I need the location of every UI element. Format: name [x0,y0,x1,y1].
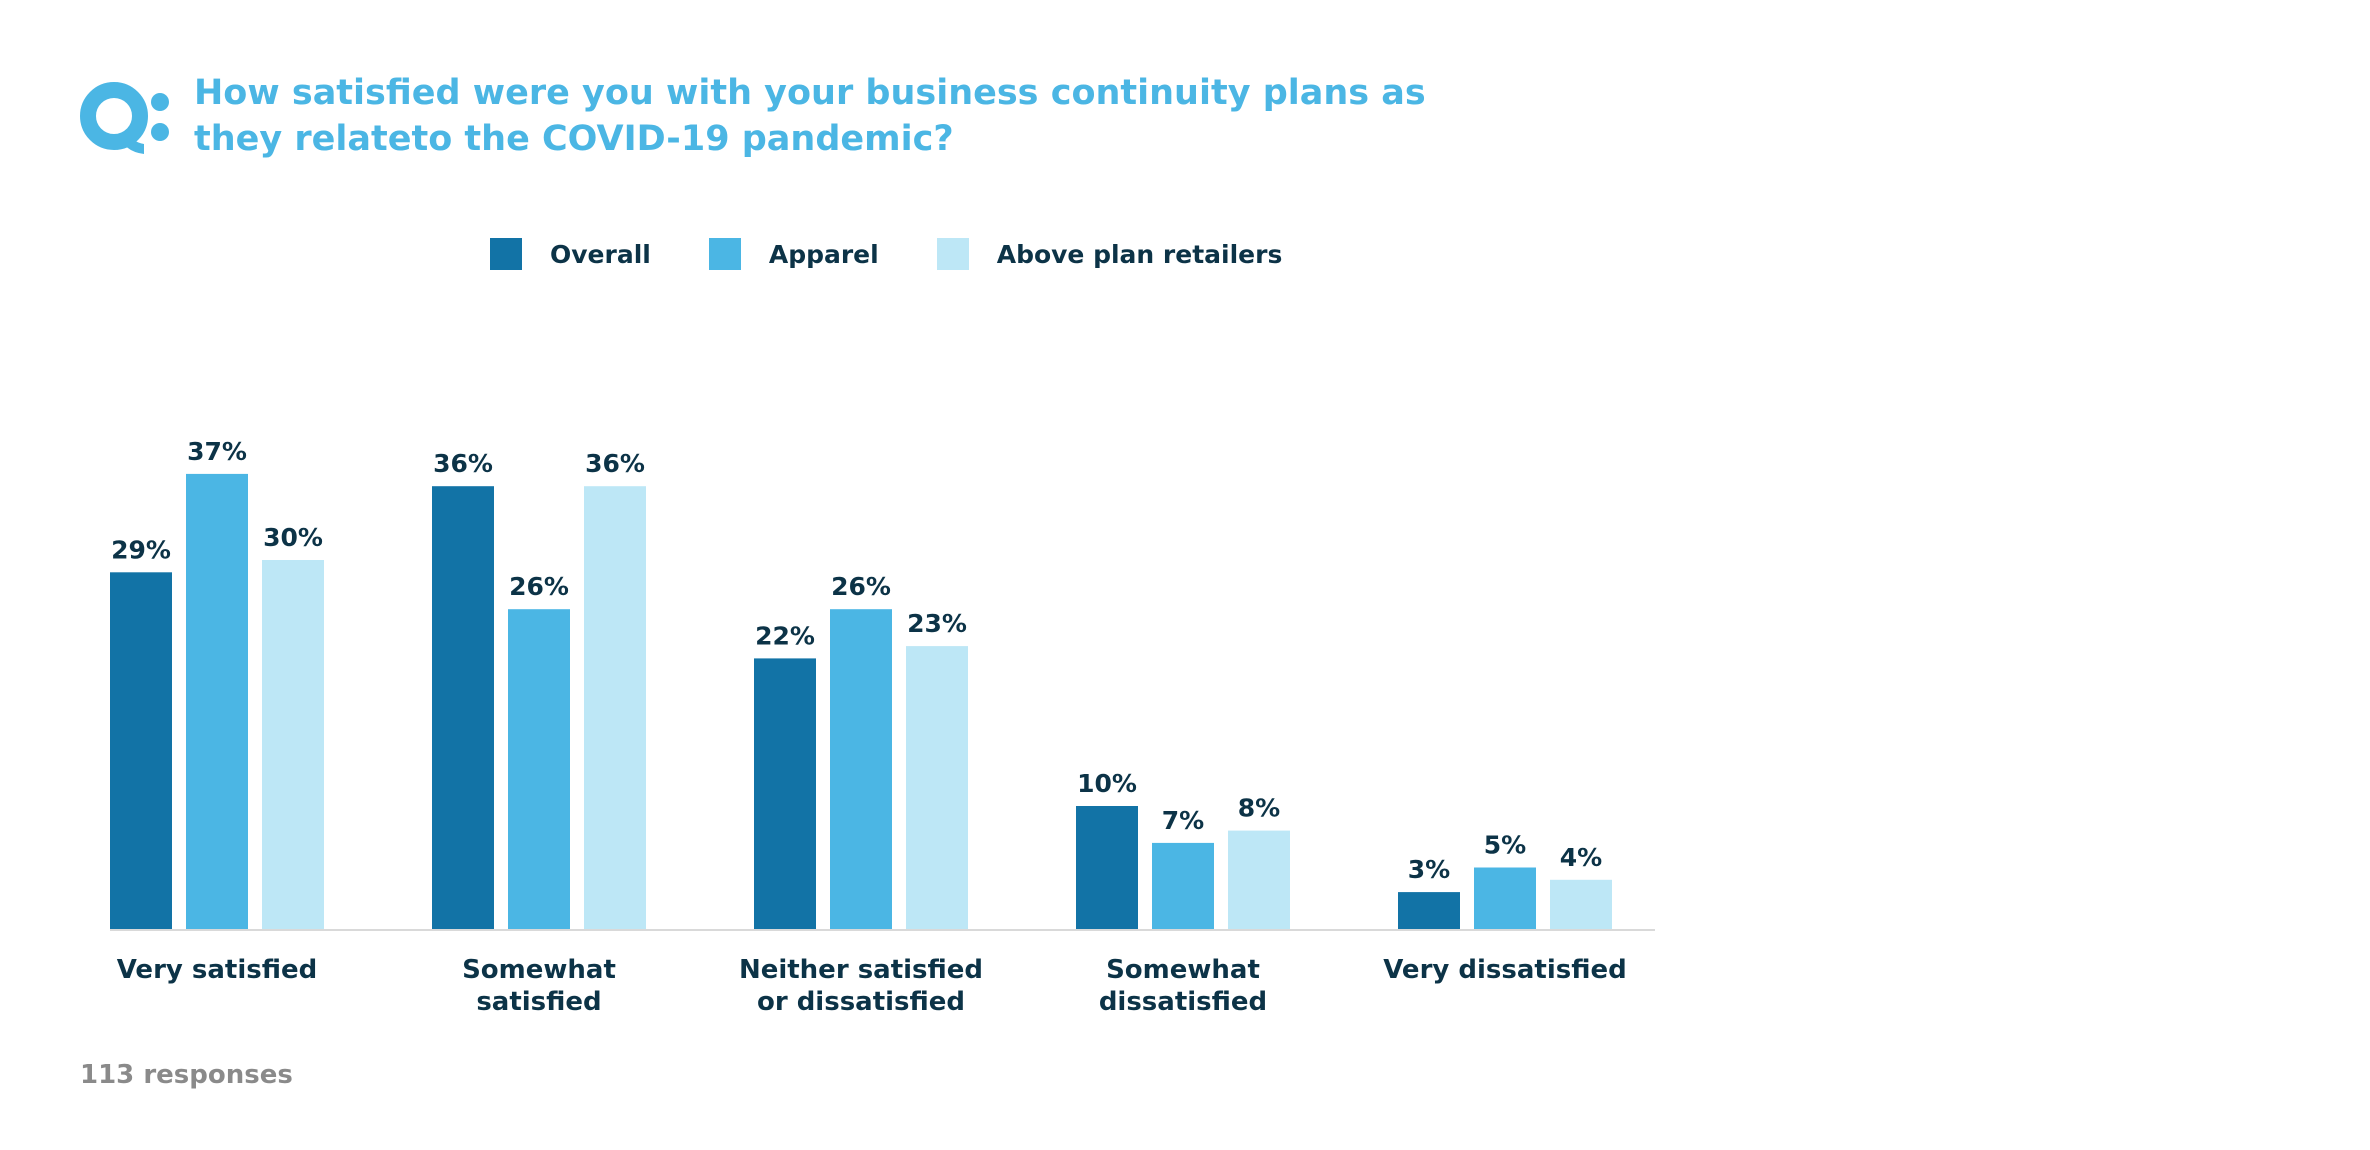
category-label-line: satisfied [476,987,601,1017]
category-label: Somewhat satisfied [462,955,616,1017]
bar-above-plan-retailers [1550,879,1612,929]
legend: Overall Apparel Above plan retailers [490,238,1340,270]
legend-item-overall: Overall [490,238,651,270]
legend-item-apparel: Apparel [708,238,879,270]
bar-above-plan-retailers [584,486,646,929]
category-label: Very dissatisfied [1383,955,1627,985]
data-label: 26% [831,572,891,601]
bar-overall [1398,892,1460,929]
category-label-line: Somewhat [1106,955,1260,985]
data-label: 22% [755,621,815,650]
data-label: 36% [433,449,493,478]
category-label-line: Neither satisfied [739,955,983,985]
bar-apparel [1474,867,1536,929]
bar-apparel [830,609,892,929]
category-label-line: or dissatisfied [757,987,965,1017]
data-label: 29% [111,535,171,564]
data-label: 37% [187,437,247,466]
data-label: 3% [1408,855,1450,884]
legend-label-overall: Overall [550,239,651,269]
bar-overall [110,572,172,929]
category-label-line: Somewhat [462,955,616,985]
data-label: 30% [263,523,323,552]
legend-item-above-plan-retailers: Above plan retailers [936,238,1283,270]
bar-above-plan-retailers [1228,830,1290,929]
category-label-line: dissatisfied [1099,987,1267,1017]
bar-apparel [1152,842,1214,929]
category-label: Very satisfied [117,955,318,985]
bar-apparel [508,609,570,929]
bar-overall [754,658,816,929]
legend-swatch-above-plan-retailers [936,238,969,270]
bar-above-plan-retailers [906,646,968,929]
bar-overall [432,486,494,929]
data-label: 23% [907,609,967,638]
data-label: 5% [1484,831,1526,860]
bar-overall [1076,806,1138,929]
data-label: 26% [509,572,569,601]
legend-swatch-apparel [708,238,741,270]
data-label: 10% [1077,769,1137,798]
category-label-line: Very dissatisfied [1383,955,1627,985]
bar-above-plan-retailers [262,560,324,929]
data-label: 4% [1560,843,1602,872]
legend-label-apparel: Apparel [768,239,879,269]
chart-title: How satisfied were you with your busines… [194,70,1494,162]
category-label: Somewhat dissatisfied [1099,955,1267,1017]
response-count: 113 responses [80,1060,293,1090]
q-logo-icon [80,82,169,154]
data-label: 7% [1162,806,1204,835]
data-label: 8% [1238,794,1280,823]
legend-swatch-overall [490,238,522,270]
chart-title-line-1: How satisfied were you with your busines… [194,73,1426,113]
category-label-line: Very satisfied [117,955,318,985]
legend-label-above-plan-retailers: Above plan retailers [996,239,1283,269]
bar-apparel [186,473,248,929]
chart-title-line-2: they relateto the COVID-19 pandemic? [194,119,954,159]
category-label: Neither satisfied or dissatisfied [739,955,983,1017]
data-label: 36% [585,449,645,478]
